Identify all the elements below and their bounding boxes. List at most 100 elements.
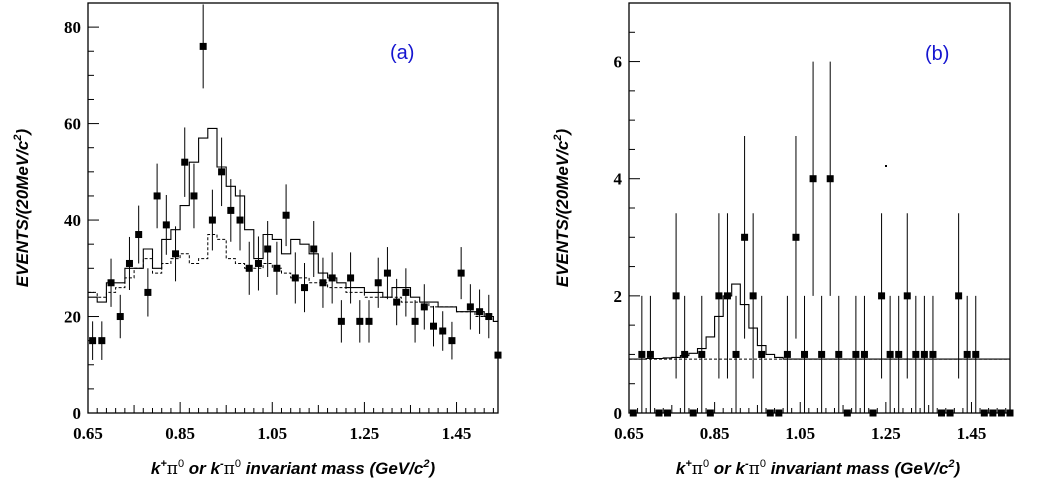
data-point: [282, 184, 290, 247]
data-marker: [301, 284, 309, 292]
data-marker: [758, 350, 766, 358]
data-point: [135, 205, 143, 264]
data-point: [402, 268, 410, 317]
data-point: [181, 127, 189, 197]
data-marker: [809, 175, 817, 183]
data-point: [153, 163, 161, 229]
data-marker: [852, 350, 860, 358]
data-point: [485, 294, 493, 339]
data-marker: [319, 279, 327, 287]
x-tick-label: 0.65: [73, 424, 103, 443]
data-marker: [107, 279, 115, 287]
data-marker: [929, 350, 937, 358]
data-point: [809, 61, 817, 296]
data-marker: [245, 264, 253, 272]
data-marker: [208, 216, 216, 224]
data-point: [466, 284, 474, 330]
data-marker: [172, 250, 180, 258]
data-marker: [723, 292, 731, 300]
data-marker: [895, 350, 903, 358]
data-point: [706, 409, 714, 417]
data-marker: [190, 192, 198, 200]
data-point: [420, 284, 428, 330]
data-marker: [144, 288, 152, 296]
data-marker: [181, 158, 189, 166]
data-point: [116, 294, 124, 339]
data-marker: [843, 409, 851, 417]
data-point: [646, 295, 654, 413]
data-marker: [383, 269, 391, 277]
data-point: [629, 409, 637, 417]
data-point: [698, 295, 706, 413]
data-marker: [732, 350, 740, 358]
data-point: [301, 262, 309, 313]
y-tick-label: 80: [64, 18, 81, 37]
data-point: [672, 213, 680, 379]
x-tick-label: 0.65: [614, 424, 644, 443]
data-point: [869, 409, 877, 417]
panel-a-tick-marks: [87, 2, 494, 414]
data-marker: [448, 337, 456, 345]
data-marker: [638, 350, 646, 358]
y-tick-label: 0: [73, 404, 82, 423]
data-point: [144, 268, 152, 317]
y-tick-label: 4: [614, 170, 623, 189]
data-point: [411, 300, 419, 343]
y-tick-label: 40: [64, 211, 81, 230]
data-point: [310, 221, 318, 277]
data-marker: [783, 350, 791, 358]
data-marker: [860, 350, 868, 358]
y-tick-label: 2: [614, 287, 623, 306]
data-marker: [291, 274, 299, 282]
data-marker: [162, 221, 170, 229]
data-marker: [792, 233, 800, 241]
data-marker: [646, 350, 654, 358]
data-marker: [938, 409, 946, 417]
data-point: [208, 189, 216, 251]
data-marker: [766, 409, 774, 417]
data-point: [254, 236, 262, 291]
data-point: [801, 295, 809, 413]
data-point: [393, 278, 401, 326]
data-marker: [706, 409, 714, 417]
data-marker: [457, 269, 465, 277]
x-tick-label: 0.85: [700, 424, 730, 443]
data-marker: [439, 327, 447, 335]
data-marker: [869, 409, 877, 417]
data-marker: [878, 292, 886, 300]
y-tick-label: 6: [614, 53, 623, 72]
x-tick-label: 1.25: [871, 424, 901, 443]
data-marker: [402, 288, 410, 296]
data-marker: [903, 292, 911, 300]
data-point: [980, 409, 988, 417]
x-tick-label: 1.45: [442, 424, 472, 443]
data-marker: [356, 317, 364, 325]
data-marker: [199, 42, 207, 50]
data-point: [732, 295, 740, 413]
data-marker: [476, 308, 484, 316]
data-point: [264, 221, 272, 277]
data-point: [997, 409, 1005, 417]
data-marker: [655, 409, 663, 417]
data-marker: [698, 350, 706, 358]
data-point: [963, 295, 971, 413]
data-point: [758, 295, 766, 413]
y-tick-label: 20: [64, 308, 81, 327]
data-marker: [310, 245, 318, 253]
data-point: [356, 300, 364, 343]
panel-b-label: (b): [925, 43, 949, 65]
panel-b-x-axis-label: k+π0 or k-π0 invariant mass (GeV/c2): [676, 458, 961, 479]
data-point: [218, 137, 226, 207]
data-point: [938, 409, 946, 417]
data-point: [430, 305, 438, 347]
data-point: [715, 213, 723, 379]
data-point: [818, 295, 826, 413]
data-marker: [749, 292, 757, 300]
data-marker: [347, 274, 355, 282]
data-point: [328, 252, 336, 304]
data-point: [903, 213, 911, 379]
data-marker: [328, 274, 336, 282]
data-point: [89, 321, 97, 360]
panel-b-y-axis-label: EVENTS/(20MeV/c2): [552, 129, 572, 288]
